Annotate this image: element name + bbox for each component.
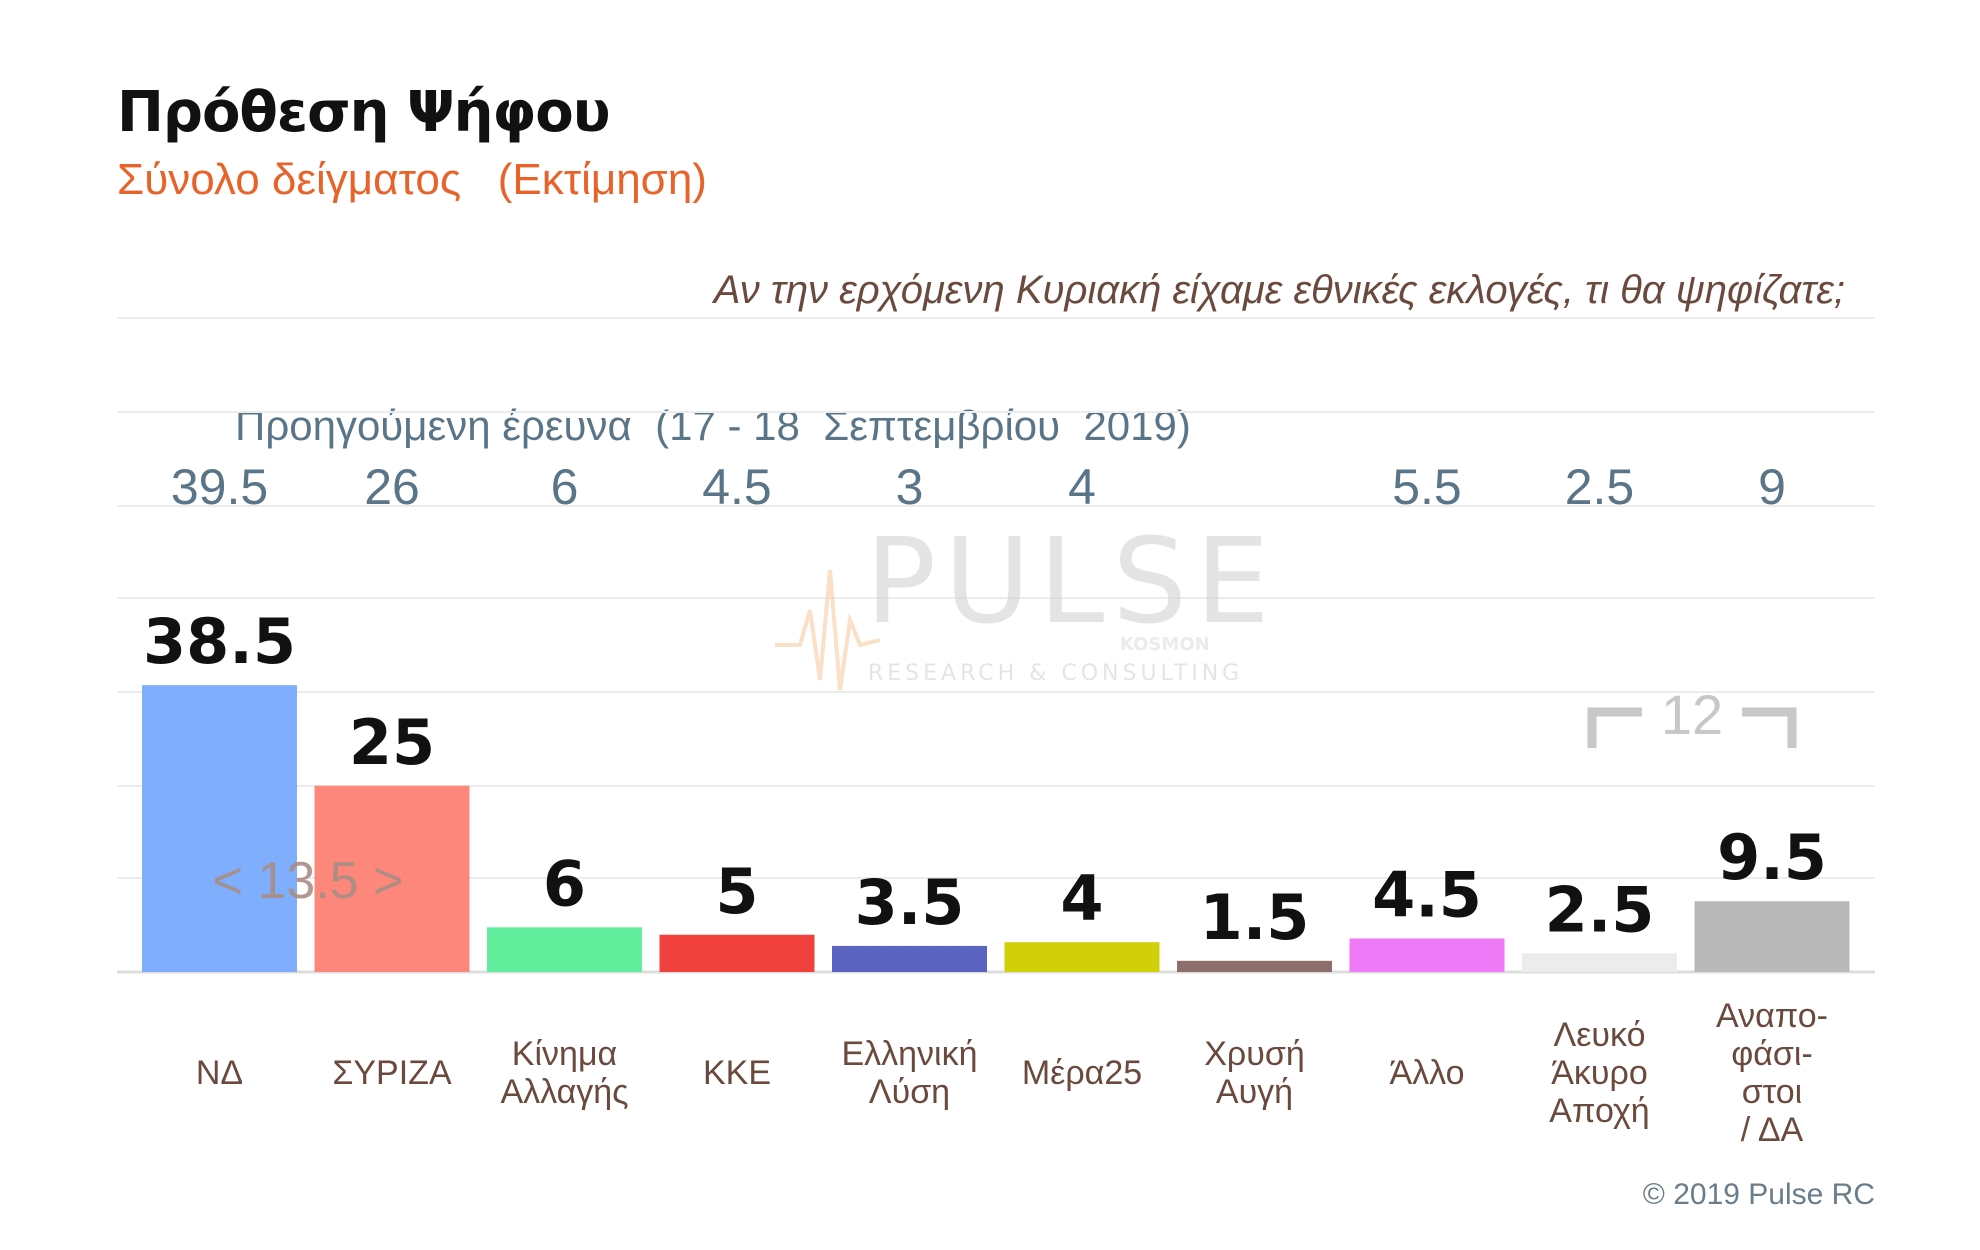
- category-label: στοι: [1742, 1073, 1802, 1111]
- survey-question: Αν την ερχόμενη Κυριακή είχαμε εθνικές ε…: [713, 268, 1845, 312]
- gap-annotation: < 13.5 >: [213, 852, 404, 910]
- pulse-wave-icon: [775, 569, 881, 691]
- value-label: 2.5: [1545, 873, 1655, 946]
- category-label: Αναπο-: [1716, 997, 1828, 1035]
- bars: [142, 685, 1850, 972]
- previous-value: 4: [1068, 459, 1096, 515]
- undecided-bracket: 12: [1587, 683, 1797, 748]
- previous-value: 2.5: [1565, 459, 1635, 515]
- category-label: Άκυρο: [1551, 1054, 1648, 1092]
- bracket-value: 12: [1661, 683, 1723, 746]
- watermark-small: KOSMON: [1120, 634, 1210, 655]
- watermark-tagline: RESEARCH & CONSULTING: [868, 661, 1243, 686]
- bar: [1177, 960, 1332, 972]
- value-label: 9.5: [1717, 821, 1827, 894]
- category-label: Αποχή: [1549, 1092, 1649, 1130]
- bar: [314, 785, 470, 972]
- previous-value: 39.5: [171, 459, 268, 515]
- bar: [1349, 938, 1505, 972]
- copyright-notice: © 2019 Pulse RC: [1642, 1178, 1875, 1211]
- bar: [1522, 953, 1677, 972]
- watermark-name: PULSE: [865, 512, 1278, 650]
- value-labels: 38.5 25 6 5 3.5 4 1.5 4.5 2.5 9.5: [143, 605, 1827, 954]
- previous-value: 9: [1758, 459, 1786, 515]
- previous-value: 26: [364, 459, 420, 515]
- value-label: 5: [715, 855, 758, 928]
- category-label: Άλλο: [1389, 1054, 1464, 1092]
- value-label: 4.5: [1372, 858, 1482, 931]
- category-label: Λύση: [869, 1073, 950, 1111]
- previous-value: 5.5: [1392, 459, 1462, 515]
- category-label: Ελληνική: [841, 1035, 977, 1073]
- category-label: ΣΥΡΙΖΑ: [332, 1054, 452, 1092]
- previous-value: 4.5: [702, 459, 772, 515]
- value-label: 25: [349, 706, 435, 779]
- bar: [659, 934, 815, 972]
- category-label: ΝΔ: [196, 1054, 243, 1092]
- chart-subtitle: Σύνολο δείγματος (Εκτίμηση): [117, 155, 707, 204]
- bar: [1004, 942, 1160, 972]
- chart-title: Πρόθεση Ψήφου: [117, 80, 611, 145]
- value-label: 38.5: [143, 605, 296, 678]
- value-label: 6: [543, 847, 586, 920]
- category-label: ΚΚΕ: [703, 1054, 771, 1092]
- previous-values: 39.5 26 6 4.5 3 4 5.5 2.5 9: [171, 459, 1786, 515]
- pulse-watermark: PULSE KOSMON RESEARCH & CONSULTING: [775, 512, 1278, 691]
- bar: [1694, 901, 1850, 972]
- bar: [832, 945, 987, 972]
- category-label: Αλλαγής: [500, 1073, 628, 1111]
- previous-survey-label: Προηγούμενη έρευνα (17 - 18 Σεπτεμβρίου …: [235, 402, 1191, 449]
- value-label: 3.5: [855, 866, 965, 939]
- category-label: Λευκό: [1554, 1016, 1646, 1054]
- previous-value: 6: [551, 459, 579, 515]
- bar: [487, 927, 642, 972]
- category-label: / ΔΑ: [1741, 1111, 1804, 1149]
- previous-value: 3: [896, 459, 924, 515]
- category-label: Χρυσή: [1204, 1035, 1305, 1073]
- category-label: Αυγή: [1216, 1073, 1293, 1111]
- category-label: φάσι-: [1731, 1035, 1813, 1073]
- value-label: 1.5: [1200, 881, 1310, 954]
- category-label: Κίνημα: [512, 1035, 617, 1073]
- value-label: 4: [1060, 862, 1103, 935]
- category-label: Μέρα25: [1022, 1054, 1142, 1092]
- bar: [142, 685, 297, 972]
